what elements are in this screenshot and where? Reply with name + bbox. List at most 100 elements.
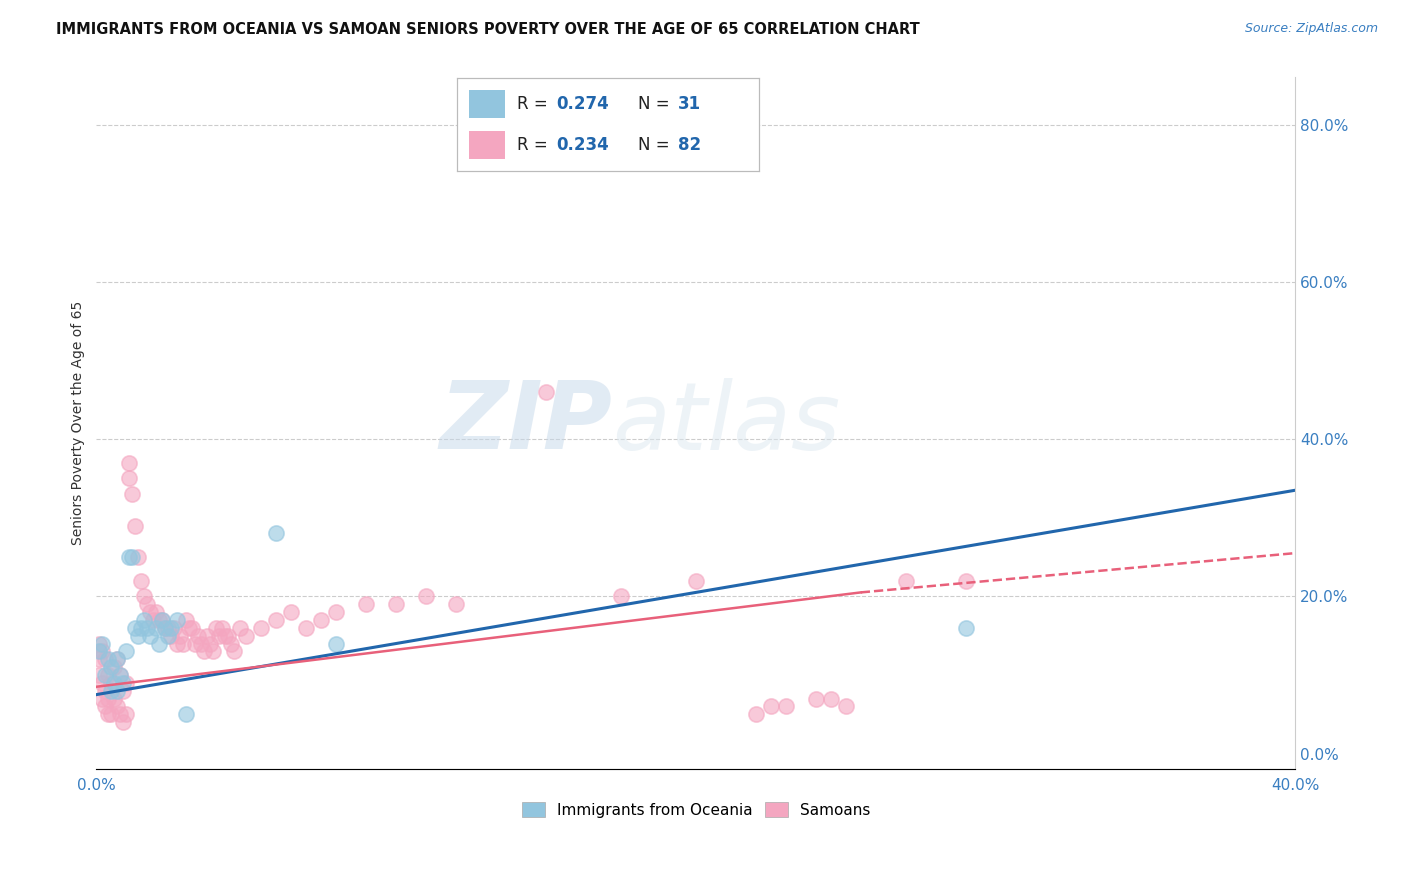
Text: R =: R = <box>517 95 554 112</box>
Legend: Immigrants from Oceania, Samoans: Immigrants from Oceania, Samoans <box>516 796 876 824</box>
Point <box>97 691 120 706</box>
Point <box>110 668 132 682</box>
Point <box>229 621 252 635</box>
Point <box>97 707 120 722</box>
Point <box>820 691 842 706</box>
Point <box>166 613 188 627</box>
Point <box>94 699 117 714</box>
Point <box>148 613 170 627</box>
Point <box>134 590 156 604</box>
Text: ZIP: ZIP <box>439 377 612 469</box>
Point <box>354 597 377 611</box>
Point <box>160 629 183 643</box>
Point <box>139 605 162 619</box>
Point <box>110 668 132 682</box>
Point <box>217 629 239 643</box>
Point <box>105 683 128 698</box>
Point <box>91 644 114 658</box>
Point <box>224 644 246 658</box>
Text: atlas: atlas <box>612 378 841 469</box>
Text: N =: N = <box>638 95 675 112</box>
Point <box>955 621 977 635</box>
Point <box>169 629 191 643</box>
Point <box>195 629 218 643</box>
Point <box>264 613 287 627</box>
Point <box>208 629 231 643</box>
Point <box>235 629 257 643</box>
Point <box>205 621 228 635</box>
Point <box>100 683 122 698</box>
Point <box>91 675 114 690</box>
Point <box>179 621 201 635</box>
Point <box>94 683 117 698</box>
Point <box>139 629 162 643</box>
Point <box>131 621 153 635</box>
Point <box>121 549 143 564</box>
Point <box>219 636 242 650</box>
Point <box>124 518 146 533</box>
Text: Source: ZipAtlas.com: Source: ZipAtlas.com <box>1244 22 1378 36</box>
Point <box>148 636 170 650</box>
Point <box>112 715 135 730</box>
Point <box>97 668 120 682</box>
Point <box>97 652 120 666</box>
Point <box>89 652 111 666</box>
Point <box>174 707 197 722</box>
Point <box>685 574 707 588</box>
Bar <box>470 131 505 159</box>
Point <box>91 691 114 706</box>
Point <box>250 621 273 635</box>
Point <box>103 675 125 690</box>
Point <box>127 629 149 643</box>
Text: 0.234: 0.234 <box>557 136 609 154</box>
Point <box>202 644 225 658</box>
Point <box>415 590 437 604</box>
Point <box>115 707 138 722</box>
Point <box>174 613 197 627</box>
Point <box>100 675 122 690</box>
Point <box>444 597 467 611</box>
Point <box>157 629 180 643</box>
Text: 0.274: 0.274 <box>557 95 609 112</box>
Point <box>214 629 236 643</box>
Point <box>157 621 180 635</box>
Point <box>894 574 917 588</box>
Point <box>610 590 633 604</box>
Point <box>264 526 287 541</box>
Point <box>150 613 173 627</box>
Point <box>110 707 132 722</box>
Point <box>127 549 149 564</box>
Point <box>775 699 797 714</box>
Point <box>115 644 138 658</box>
Point <box>136 621 159 635</box>
Point <box>155 621 177 635</box>
Point <box>325 636 347 650</box>
Point <box>142 613 165 627</box>
Text: 82: 82 <box>678 136 700 154</box>
Point <box>163 621 186 635</box>
Point <box>131 574 153 588</box>
Point <box>89 636 111 650</box>
Point <box>105 652 128 666</box>
Point <box>121 487 143 501</box>
Point <box>160 621 183 635</box>
Point <box>145 605 167 619</box>
Point <box>118 471 141 485</box>
Point <box>136 597 159 611</box>
Point <box>166 636 188 650</box>
Y-axis label: Seniors Poverty Over the Age of 65: Seniors Poverty Over the Age of 65 <box>72 301 86 546</box>
Point <box>150 613 173 627</box>
Point <box>184 636 207 650</box>
Point <box>112 683 135 698</box>
Point <box>89 644 111 658</box>
Point <box>172 636 194 650</box>
Text: IMMIGRANTS FROM OCEANIA VS SAMOAN SENIORS POVERTY OVER THE AGE OF 65 CORRELATION: IMMIGRANTS FROM OCEANIA VS SAMOAN SENIOR… <box>56 22 920 37</box>
Point <box>105 652 128 666</box>
Point <box>295 621 318 635</box>
Point <box>118 549 141 564</box>
Point <box>94 652 117 666</box>
Point <box>118 456 141 470</box>
Point <box>190 636 212 650</box>
Point <box>103 660 125 674</box>
Point <box>534 384 557 399</box>
